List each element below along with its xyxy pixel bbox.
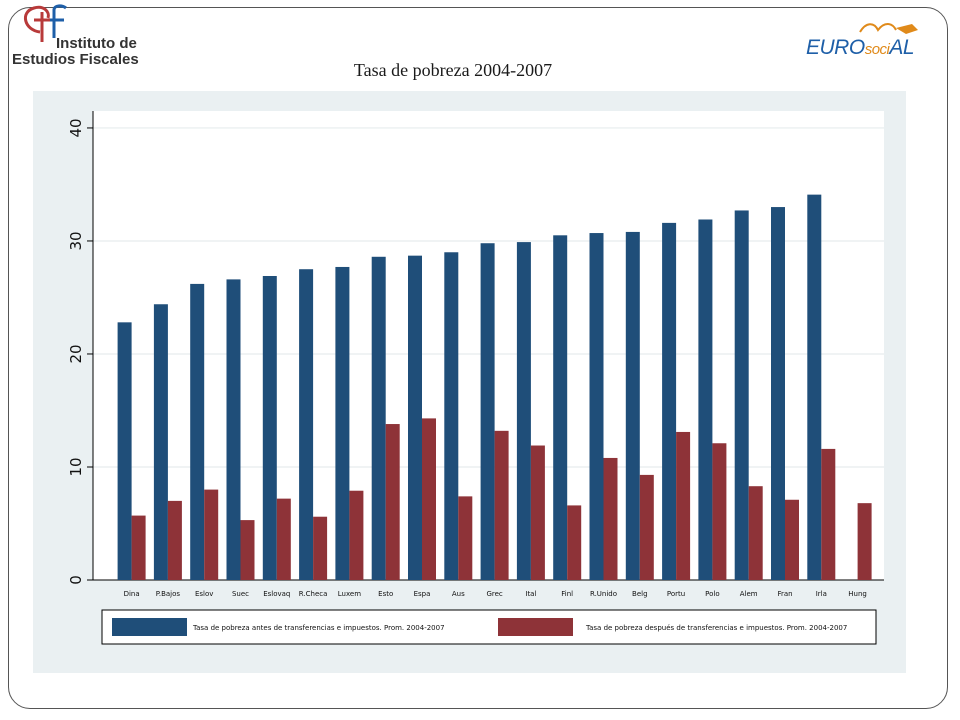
bar-Suec-despues: [240, 520, 255, 580]
bar-Aus-antes: [444, 252, 459, 580]
x-tick-label: Fran: [777, 590, 792, 598]
x-tick-label: Luxem: [338, 590, 361, 598]
bar-chart: 0 10 20 30 40 Dina P.Bajos Eslov Suec Eslovaq R.Ch…: [67, 111, 884, 645]
x-tick-label: R.Checa: [299, 590, 328, 598]
legend-swatch: [112, 618, 187, 636]
x-tick-label: R.Unido: [590, 590, 617, 598]
bar-Eslov-antes: [190, 283, 205, 580]
bar-P.Bajos-antes: [153, 304, 168, 580]
x-tick-label: Suec: [232, 590, 249, 598]
bar-R.Checa-antes: [299, 269, 314, 580]
bar-Polo-antes: [698, 219, 713, 580]
bar-P.Bajos-despues: [167, 500, 182, 580]
ief-logo-line2: Estudios Fiscales: [12, 51, 139, 68]
bar-Portu-despues: [676, 431, 691, 580]
x-tick-label: Espa: [414, 590, 431, 598]
bar-Luxem-antes: [335, 266, 350, 580]
x-tick-label: Irla: [816, 590, 827, 598]
y-tick-label: 40: [67, 118, 85, 137]
bar-Portu-antes: [662, 222, 677, 580]
legend-swatch: [498, 618, 573, 636]
bar-Hung-despues: [857, 503, 872, 580]
ief-logo-line1: Instituto de: [56, 35, 137, 52]
x-tick-label: Ital: [525, 590, 536, 598]
x-tick-label: Dina: [124, 590, 140, 598]
eurosocial-logo: EUROsociAL: [806, 36, 915, 59]
bar-Esto-antes: [371, 256, 386, 580]
bar-Ital-antes: [516, 242, 531, 580]
x-tick-label: P.Bajos: [156, 590, 181, 598]
chart-panel: 0 10 20 30 40 Dina P.Bajos Eslov Suec Eslovaq R.Ch…: [33, 91, 906, 673]
bar-Belg-despues: [639, 474, 654, 580]
bar-R.Checa-despues: [313, 516, 328, 580]
bar-Espa-antes: [408, 255, 422, 580]
bar-R.Unido-antes: [589, 233, 604, 580]
x-tick-label: Eslovaq: [263, 590, 290, 598]
bar-Aus-despues: [458, 496, 473, 580]
x-tick-label: Finl: [561, 590, 573, 598]
y-tick-label: 0: [67, 575, 85, 585]
eurosocial-logo-icon: [859, 23, 918, 34]
bar-Luxem-despues: [349, 490, 364, 580]
bar-Finl-despues: [567, 505, 582, 580]
x-tick-label: Alem: [740, 590, 758, 598]
x-tick-label: Hung: [848, 590, 867, 598]
bar-Fran-antes: [771, 207, 785, 580]
bar-Eslovaq-antes: [262, 275, 277, 580]
x-tick-label: Esto: [378, 590, 393, 598]
bar-Irla-antes: [807, 194, 822, 580]
bar-Espa-despues: [422, 418, 436, 580]
bar-Belg-antes: [625, 231, 640, 580]
bar-R.Unido-despues: [603, 457, 618, 580]
bar-Suec-antes: [226, 279, 241, 580]
x-tick-label: Belg: [632, 590, 648, 598]
legend-label: Tasa de pobreza después de transferencia…: [585, 624, 847, 632]
bar-Alem-despues: [748, 486, 763, 580]
bar-Esto-despues: [385, 424, 400, 580]
legend-box: [101, 609, 877, 645]
legend-label: Tasa de pobreza antes de transferencias …: [192, 624, 445, 632]
x-tick-label: Polo: [705, 590, 719, 598]
bar-Grec-despues: [494, 430, 509, 580]
ief-logo-icon: [24, 4, 67, 42]
y-tick-label: 10: [67, 457, 85, 476]
bar-Fran-despues: [785, 499, 799, 580]
bar-Dina-despues: [131, 515, 146, 580]
bar-Alem-antes: [734, 210, 749, 580]
bar-Dina-antes: [117, 322, 132, 580]
bar-Grec-antes: [480, 243, 495, 580]
y-tick-label: 20: [67, 344, 85, 363]
x-tick-label: Grec: [486, 590, 502, 598]
bar-Ital-despues: [530, 445, 545, 580]
x-tick-label: Eslov: [195, 590, 213, 598]
bar-Irla-despues: [821, 448, 836, 580]
y-tick-label: 30: [67, 231, 85, 250]
x-tick-label: Portu: [667, 590, 685, 598]
chart-title: Tasa de pobreza 2004-2007: [353, 60, 553, 80]
bar-Polo-despues: [712, 443, 727, 580]
bar-Eslovaq-despues: [276, 498, 291, 580]
x-tick-label: Aus: [452, 590, 465, 598]
bar-Finl-antes: [553, 235, 568, 581]
bar-Eslov-despues: [204, 489, 219, 580]
